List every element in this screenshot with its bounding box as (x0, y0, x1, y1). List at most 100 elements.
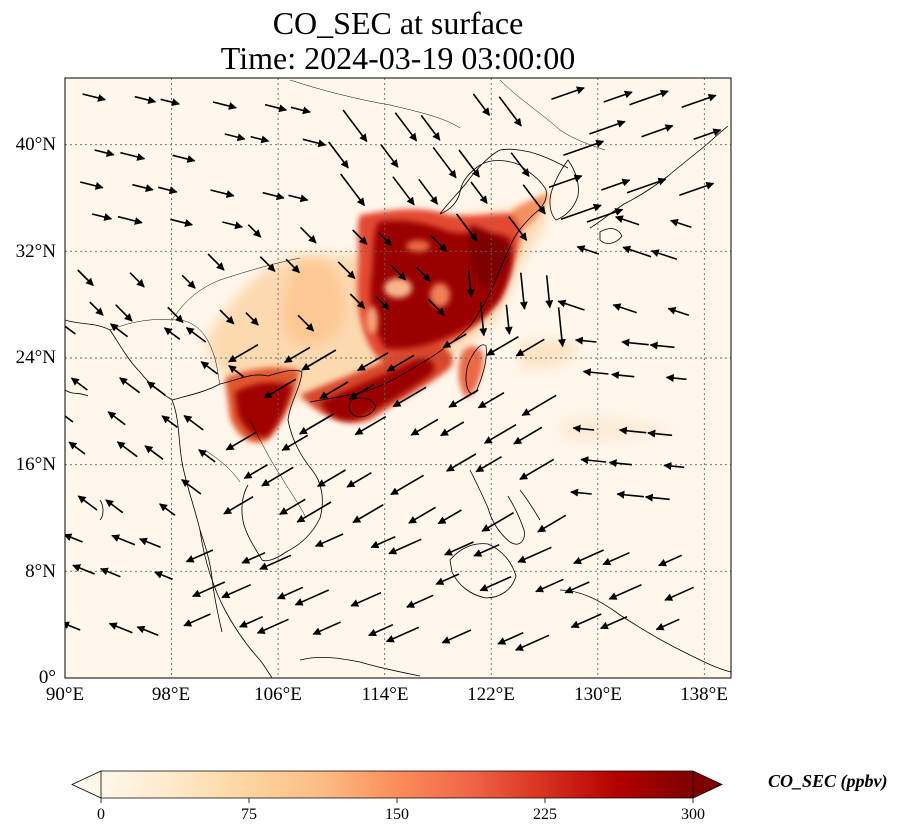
wind-arrow (557, 307, 566, 348)
wind-arrow (212, 101, 237, 110)
wind-arrow (448, 389, 479, 408)
wind-arrow (644, 493, 670, 502)
wind-arrow (380, 144, 399, 168)
wind-arrow (107, 411, 126, 426)
wind-arrow (167, 306, 184, 323)
wind-arrow (601, 178, 631, 191)
plume-gaps (366, 240, 450, 334)
wind-arrow (437, 509, 462, 525)
wind-arrow (228, 364, 244, 378)
wind-arrow (346, 472, 372, 488)
wind-arrow (183, 414, 204, 431)
wind-arrow (602, 551, 630, 566)
wind-arrow (285, 258, 300, 274)
wind-arrow (681, 93, 717, 109)
wind-arrow (472, 93, 491, 117)
wind-arrow (357, 352, 389, 372)
wind-arrow (521, 394, 557, 416)
wind-arrow (200, 361, 219, 375)
lon-label-138E: 138°E (680, 684, 728, 705)
wind-arrow (243, 464, 268, 479)
wind-arrow (65, 414, 74, 423)
wind-arrow (109, 323, 129, 338)
wind-arrow (647, 429, 673, 438)
wind-arrow (154, 571, 173, 581)
wind-arrow (82, 93, 106, 102)
wind-arrow (161, 415, 178, 428)
wind-arrow (219, 309, 235, 325)
wind-arrow (440, 421, 465, 437)
wind-arrow (312, 621, 342, 635)
wind-arrow (65, 621, 81, 631)
wind-arrow (442, 333, 467, 349)
wind-arrow (368, 623, 394, 637)
wind-arrow (108, 622, 133, 634)
wind-arrow (296, 501, 332, 523)
wind-arrow (65, 325, 76, 335)
wind-arrow (548, 174, 583, 189)
wind-arrow (263, 378, 297, 399)
wind-arrow (352, 229, 368, 245)
wind-arrow (514, 634, 550, 651)
wind-arrow (665, 374, 687, 382)
lat-label-16N: 16°N (15, 454, 56, 475)
wind-arrow (418, 178, 439, 205)
wind-arrow (388, 538, 422, 555)
wind-arrow (522, 184, 546, 215)
wind-arrow (228, 344, 259, 363)
wind-arrow (560, 203, 602, 221)
wind-arrow (479, 301, 488, 337)
wind-arrow (599, 615, 628, 630)
wind-arrow (185, 326, 207, 343)
wind-arrow (611, 371, 635, 380)
wind-arrow (389, 264, 407, 281)
wind-arrow (497, 631, 524, 645)
wind-arrow (572, 424, 595, 433)
wind-arrow (608, 583, 642, 600)
wind-arrow (513, 426, 543, 445)
colorbar-tick-300: 300 (681, 806, 705, 823)
wind-arrow (350, 591, 382, 607)
wind-arrow (446, 453, 477, 472)
wind-arrow (120, 151, 146, 161)
wind-arrow (582, 368, 609, 377)
wind-arrow (618, 426, 647, 435)
wind-arrow (159, 503, 176, 516)
wind-arrow (349, 293, 366, 309)
wind-arrow (392, 386, 427, 408)
wind-arrow (185, 549, 214, 563)
wind-arrow (679, 181, 715, 197)
wind-arrow (328, 141, 349, 169)
wind-arrow (693, 128, 722, 141)
wind-arrow (136, 625, 159, 637)
wind-arrow (116, 441, 138, 458)
lat-label-40N: 40°N (15, 134, 56, 155)
wind-arrow (170, 218, 193, 227)
wind-arrow (119, 377, 141, 394)
wind-arrow (510, 152, 530, 177)
wind-arrow (264, 103, 288, 113)
wind-arrow (573, 549, 605, 565)
lon-label-122E: 122°E (467, 684, 515, 705)
wind-arrow (158, 186, 178, 195)
wind-arrow (80, 181, 104, 190)
wind-arrow (210, 189, 235, 198)
wind-arrow (297, 314, 315, 332)
wind-arrow (375, 296, 390, 311)
wind-arrow (535, 578, 564, 593)
wind-arrow (629, 89, 669, 106)
wind-arrow (316, 469, 346, 488)
map-subtitle-time: Time: 2024-03-19 03:00:00 (220, 40, 576, 76)
wind-arrow (183, 613, 211, 627)
colorbar-extend-min (71, 770, 102, 799)
wind-arrow (655, 618, 680, 631)
wind-arrow (626, 177, 667, 194)
wind-arrow (132, 183, 154, 192)
wind-arrow (614, 215, 640, 226)
wind-arrow (92, 213, 113, 221)
wind-arrow (580, 456, 607, 465)
wind-arrow (94, 149, 115, 157)
wind-arrow (99, 567, 121, 578)
wind-arrow (163, 327, 181, 340)
wind-arrow (574, 336, 597, 345)
